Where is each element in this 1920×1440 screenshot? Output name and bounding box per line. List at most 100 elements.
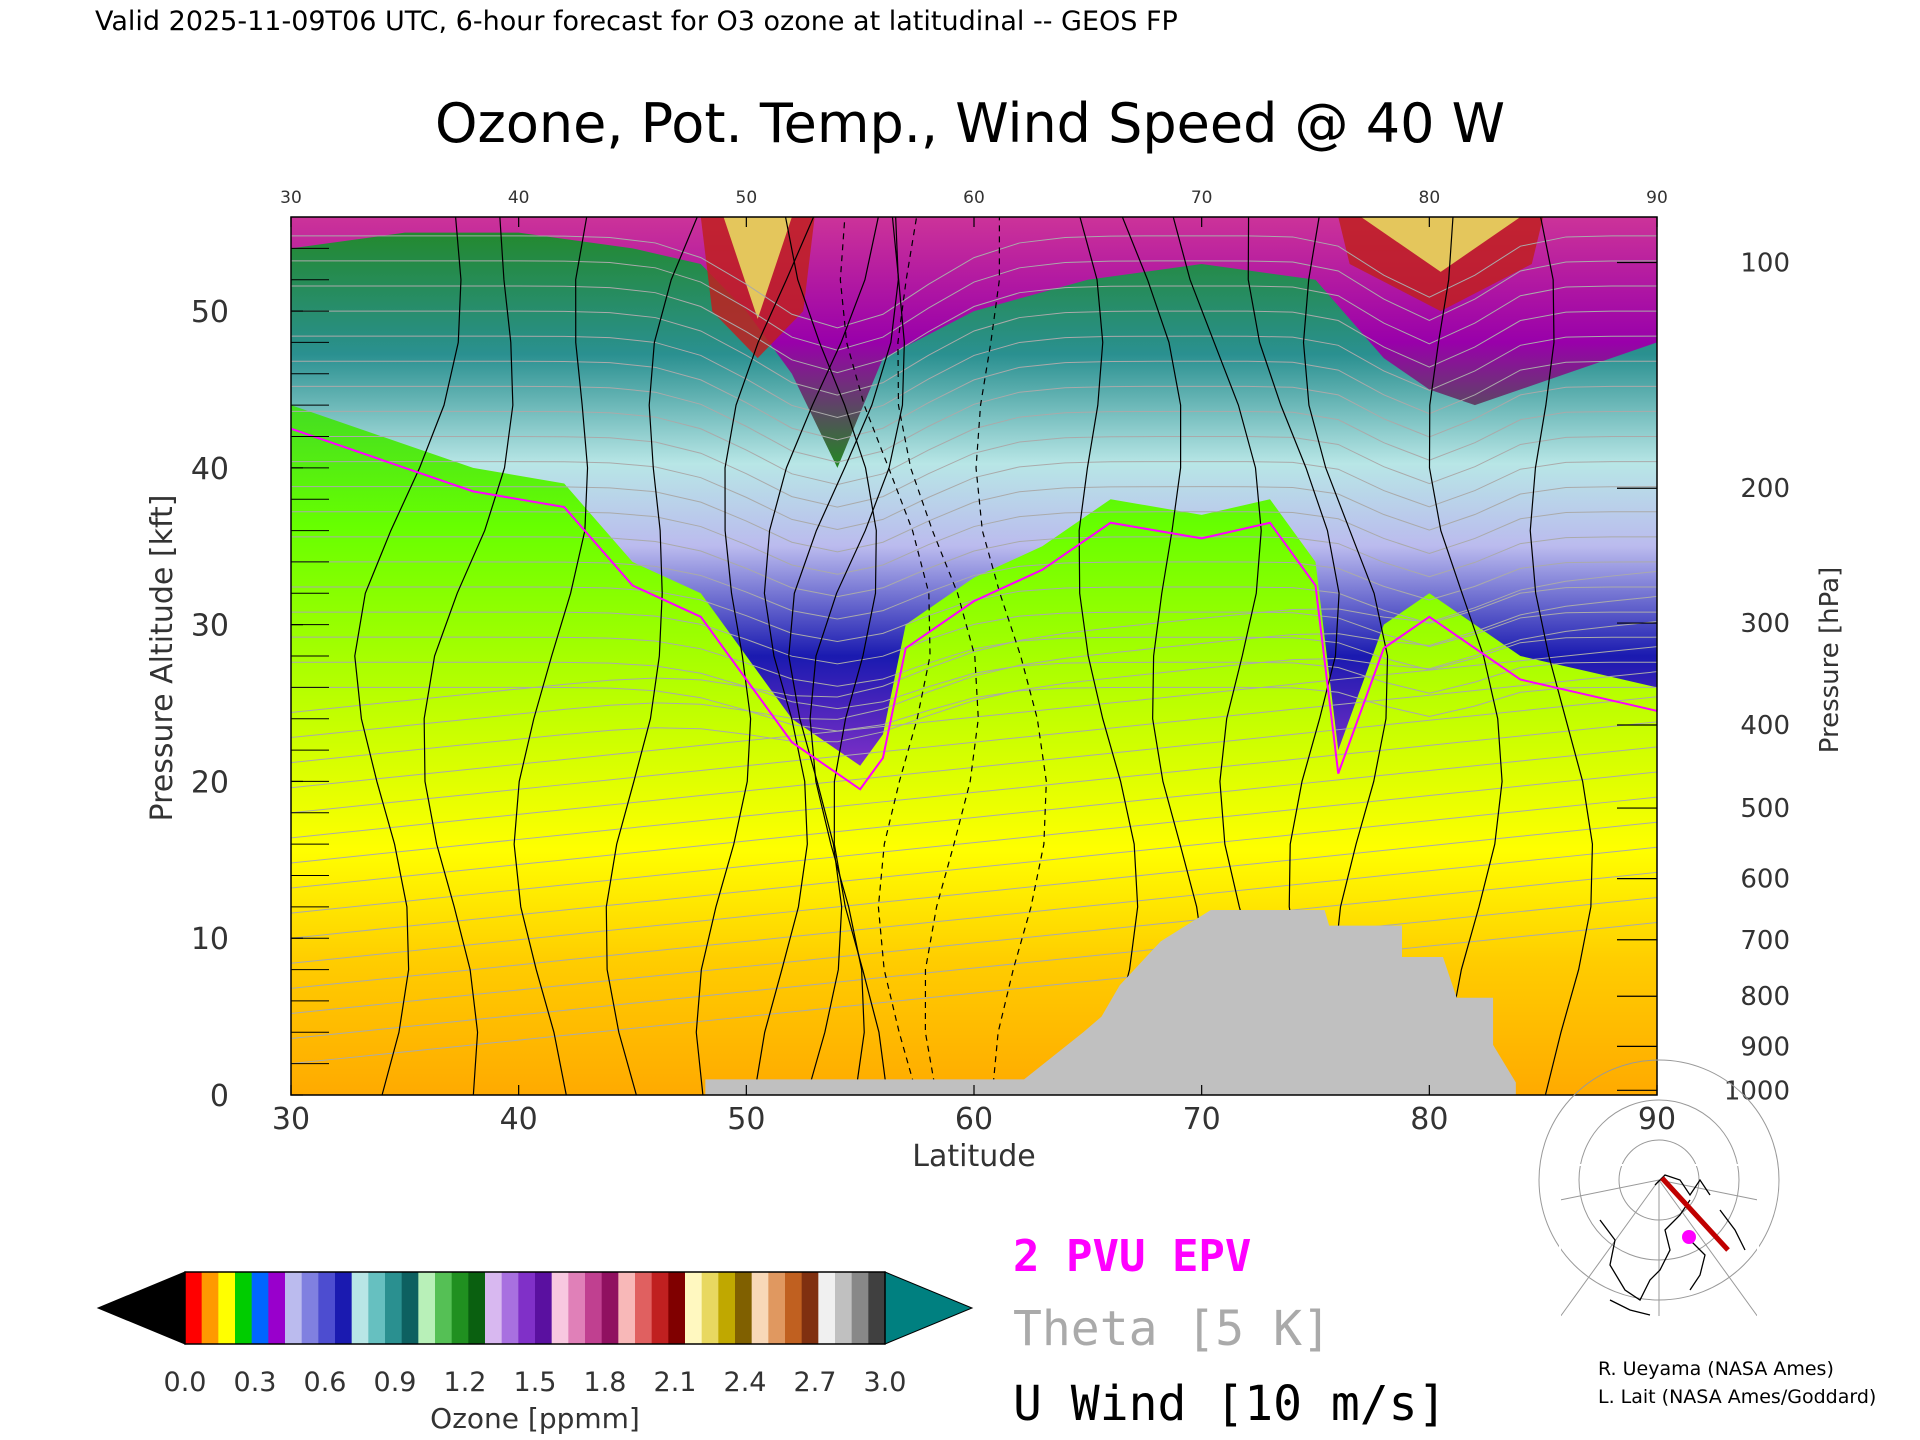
theta-contour [291,696,1657,839]
pressure-tick-label: 300 [1740,609,1790,639]
theta-contour [291,636,1657,687]
theta-contour [291,821,1657,964]
epv-2pvu-contour [291,427,1657,791]
colorbar-tick-label: 2.7 [794,1367,837,1398]
x-tick-label-top: 30 [280,188,302,208]
colorbar-segment [685,1272,703,1344]
valid-time-header: Valid 2025-11-09T06 UTC, 6-hour forecast… [95,6,1178,37]
colorbar-tick-label: 2.1 [654,1367,697,1398]
plot-area [291,217,1657,1095]
colorbar-segment [218,1272,236,1344]
theta-contour [291,461,1657,530]
colorbar-segment [468,1272,486,1344]
colorbar-segment [735,1272,753,1344]
colorbar-segment [318,1272,336,1344]
y-tick-label: 50 [191,295,229,330]
legend-wind: U Wind [10 m/s] [1013,1376,1446,1432]
colorbar-segment [418,1272,436,1344]
credit-line-1: R. Ueyama (NASA Ames) [1598,1358,1834,1380]
colorbar-over-arrow [884,1271,974,1345]
colorbar-segment [451,1272,469,1344]
colorbar-segment [851,1272,869,1344]
wind-contour [1078,217,1139,1095]
y-axis-label-left: Pressure Altitude [kft] [145,495,180,822]
wind-contour [695,217,815,1095]
theta-contour [291,746,1657,889]
wind-contour [423,217,514,1095]
x-tick-label-top: 60 [963,188,985,208]
high-ozone-core [1361,217,1521,272]
credit-line-2: L. Lait (NASA Ames/Goddard) [1598,1386,1876,1408]
colorbar-segment [435,1272,453,1344]
theta-contour [291,686,1657,732]
y-tick-label: 20 [191,765,229,800]
colorbar-segment [635,1272,653,1344]
x-tick-label: 60 [955,1102,993,1137]
theta-contour [291,436,1657,508]
theta-contour [291,796,1657,939]
high-ozone-core [723,217,792,319]
pressure-tick-label: 900 [1740,1032,1790,1062]
pressure-tick-label: 600 [1740,865,1790,895]
colorbar-segment [785,1272,803,1344]
y-tick-label: 30 [191,609,229,644]
x-tick-label-top: 80 [1419,188,1441,208]
colorbar-tick-label: 0.9 [374,1367,417,1398]
x-tick-label-top: 40 [508,188,530,208]
x-tick-label: 30 [272,1102,310,1137]
theta-contour [291,310,1657,396]
x-tick-label: 80 [1410,1102,1448,1137]
colorbar-segment [335,1272,353,1344]
y-tick-label: 40 [191,452,229,487]
colorbar-tick-label: 0.0 [164,1367,207,1398]
legend-theta: Theta [5 K] [1013,1301,1331,1357]
theta-contour [291,335,1657,418]
colorbar-segment [701,1272,719,1344]
colorbar-segment [185,1272,203,1344]
colorbar-tick-label: 3.0 [864,1367,907,1398]
legend-epv: 2 PVU EPV [1013,1231,1251,1282]
wind-contour [897,217,979,1095]
colorbar-segment [535,1272,553,1344]
colorbar-segment [485,1272,503,1344]
terrain [705,909,1516,1095]
pressure-tick-label: 800 [1740,982,1790,1012]
axes: 3030404050506060707080809090010203040501… [191,188,1790,1137]
x-tick-label: 50 [727,1102,765,1137]
colorbar-segment [235,1272,253,1344]
colorbar-tick-label: 1.2 [444,1367,487,1398]
colorbar-segment [718,1272,736,1344]
x-tick-label-top: 70 [1191,188,1213,208]
wind-contour [784,217,888,1095]
colorbar-under-arrow [96,1271,186,1345]
theta-contour [291,570,1657,713]
colorbar-segment [835,1272,853,1344]
x-tick-label: 40 [500,1102,538,1137]
colorbar-segment [801,1272,819,1344]
colorbar-segment [551,1272,569,1344]
y-tick-label: 0 [210,1079,229,1114]
colorbar-segment [568,1272,586,1344]
colorbar-segment [385,1272,403,1344]
x-tick-label: 70 [1183,1102,1221,1137]
colorbar-segment [601,1272,619,1344]
wind-contour [1428,217,1503,1095]
x-tick-label: 90 [1638,1102,1676,1137]
theta-contour [291,486,1657,553]
x-axis-label: Latitude [912,1139,1035,1174]
pressure-tick-label: 400 [1740,711,1790,741]
theta-contour [291,595,1657,739]
pressure-tick-label: 1000 [1724,1076,1790,1106]
colorbar-segment [401,1272,419,1344]
wind-contour [605,217,698,1095]
colorbar-segment [868,1272,886,1344]
colorbar-segment [818,1272,836,1344]
theta-contour [291,586,1657,642]
colorbar-tick-label: 0.3 [234,1367,277,1398]
colorbar-segment [251,1272,269,1344]
theta-contour [291,896,1657,1040]
x-tick-label-top: 50 [736,188,758,208]
wind-contour [753,217,879,1095]
colorbar-segment [518,1272,536,1344]
